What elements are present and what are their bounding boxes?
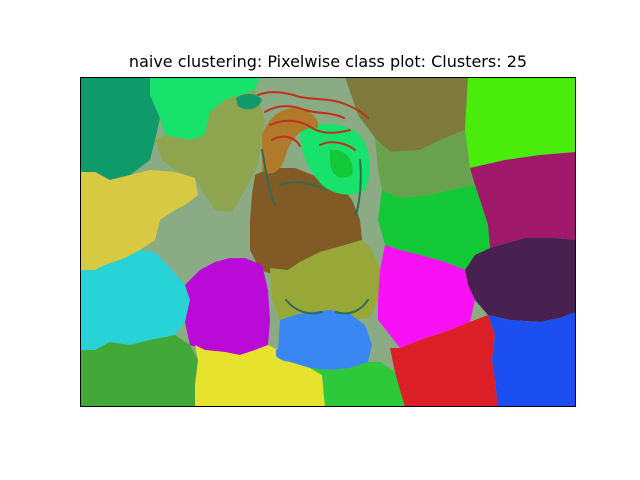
cluster-region [390,315,498,407]
cluster-region [155,90,265,212]
cluster-region [269,119,351,134]
cluster-region [470,152,576,248]
cluster-region [270,240,380,322]
cluster-region [285,299,323,315]
cluster-region [250,168,362,275]
cluster-region [150,77,260,140]
axes-frame [80,77,576,407]
cluster-region [80,170,198,270]
cluster-region [330,149,353,178]
cluster-region [80,335,198,407]
cluster-region [264,105,345,119]
cluster-region [261,149,276,206]
cluster-region [279,181,326,191]
cluster-region [236,94,262,110]
cluster-region [185,258,270,355]
chart-title: naive clustering: Pixelwise class plot: … [128,52,528,71]
cluster-region [335,299,369,315]
cluster-region [355,159,362,216]
cluster-region [465,238,576,322]
cluster-region [378,245,475,348]
cluster-region [319,141,356,151]
cluster-region [378,185,490,270]
cluster-region [465,77,576,168]
cluster-region [290,319,322,338]
cluster-region [375,130,475,198]
cluster-region [271,135,301,147]
cluster-region [195,345,325,407]
cluster-region [276,347,300,362]
cluster-region [310,362,405,407]
cluster-region [80,250,190,350]
cluster-region [338,319,364,338]
cluster-region [80,77,160,180]
cluster-region [488,312,576,407]
cluster-region [257,91,369,119]
cluster-region [345,77,468,152]
